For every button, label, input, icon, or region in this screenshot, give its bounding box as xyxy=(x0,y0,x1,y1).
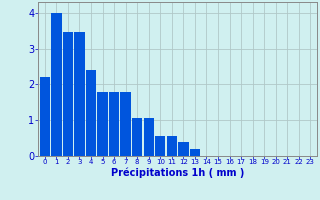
Bar xyxy=(190,149,200,156)
Bar xyxy=(74,32,84,156)
Bar xyxy=(40,77,50,156)
Bar xyxy=(109,92,119,156)
Bar xyxy=(120,92,131,156)
Bar xyxy=(144,118,154,156)
X-axis label: Précipitations 1h ( mm ): Précipitations 1h ( mm ) xyxy=(111,168,244,178)
Bar xyxy=(63,32,73,156)
Bar xyxy=(86,70,96,156)
Bar xyxy=(167,136,177,156)
Bar xyxy=(155,136,165,156)
Bar xyxy=(178,142,188,156)
Bar xyxy=(51,13,61,156)
Bar xyxy=(132,118,142,156)
Bar xyxy=(97,92,108,156)
